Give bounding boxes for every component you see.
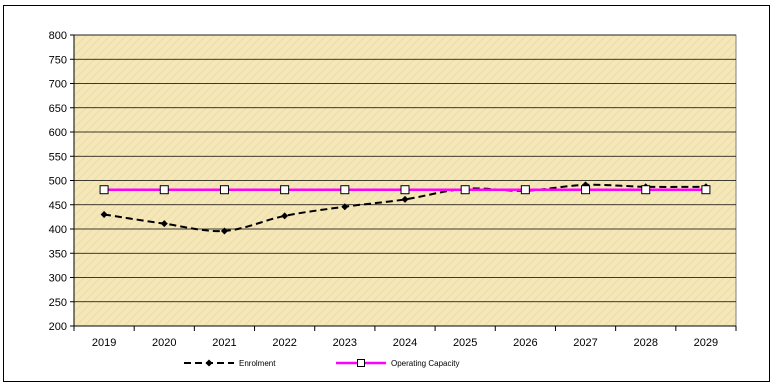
y-tick-label: 550 xyxy=(49,151,67,163)
data-point-operating-capacity xyxy=(641,185,651,195)
y-tick-label: 400 xyxy=(49,224,67,236)
x-tick-label: 2028 xyxy=(633,337,657,349)
x-tick-label: 2025 xyxy=(453,337,477,349)
data-point-operating-capacity xyxy=(219,185,229,195)
axes: 200 250 300 350 400 450 500 550 600 650 700 750 800 2… xyxy=(49,30,737,349)
y-tick-label: 350 xyxy=(49,248,67,260)
x-tick-label: 2024 xyxy=(393,337,417,349)
x-tick-label: 2021 xyxy=(212,337,236,349)
y-tick-label: 200 xyxy=(49,321,67,333)
data-point-operating-capacity xyxy=(701,185,711,195)
data-point-enrolment xyxy=(401,195,409,203)
x-tick-label: 2020 xyxy=(152,337,176,349)
x-tick-label: 2026 xyxy=(513,337,537,349)
legend: Enrolment Operating Capacity xyxy=(184,359,459,368)
y-tick-label: 650 xyxy=(49,103,67,115)
x-tick-label: 2019 xyxy=(92,337,116,349)
legend-label-enrolment: Enrolment xyxy=(239,359,276,368)
y-tick-label: 750 xyxy=(49,54,67,66)
x-tick-label: 2029 xyxy=(694,337,718,349)
y-tick-label: 700 xyxy=(49,79,67,91)
x-tick-label: 2022 xyxy=(272,337,296,349)
data-point-operating-capacity xyxy=(280,185,290,195)
data-point-operating-capacity xyxy=(159,185,169,195)
data-point-enrolment xyxy=(220,227,228,235)
data-point-operating-capacity xyxy=(581,185,591,195)
x-tick-label: 2023 xyxy=(333,337,357,349)
data-point-operating-capacity xyxy=(520,185,530,195)
legend-marker-operating-capacity xyxy=(357,359,365,367)
y-tick-label: 600 xyxy=(49,127,67,139)
y-tick-label: 500 xyxy=(49,176,67,188)
data-point-enrolment xyxy=(281,212,289,220)
legend-marker-enrolment xyxy=(205,359,213,367)
data-point-operating-capacity xyxy=(400,185,410,195)
series-line-enrolment xyxy=(103,183,706,233)
y-tick-label: 800 xyxy=(49,30,67,42)
data-point-operating-capacity xyxy=(99,185,109,195)
chart-frame: 200 250 300 350 400 450 500 550 600 650 700 750 800 2… xyxy=(3,5,770,382)
y-tick-label: 450 xyxy=(49,200,67,212)
series-layer xyxy=(99,181,711,235)
data-point-enrolment xyxy=(341,203,349,211)
legend-label-operating-capacity: Operating Capacity xyxy=(391,359,459,368)
data-point-enrolment xyxy=(100,210,108,218)
line-chart: 200 250 300 350 400 450 500 550 600 650 700 750 800 2… xyxy=(49,30,737,368)
data-point-operating-capacity xyxy=(460,185,470,195)
data-point-enrolment xyxy=(160,220,168,228)
x-tick-label: 2027 xyxy=(573,337,597,349)
data-point-operating-capacity xyxy=(340,185,350,195)
y-tick-label: 250 xyxy=(49,297,67,309)
y-tick-label: 300 xyxy=(49,273,67,285)
